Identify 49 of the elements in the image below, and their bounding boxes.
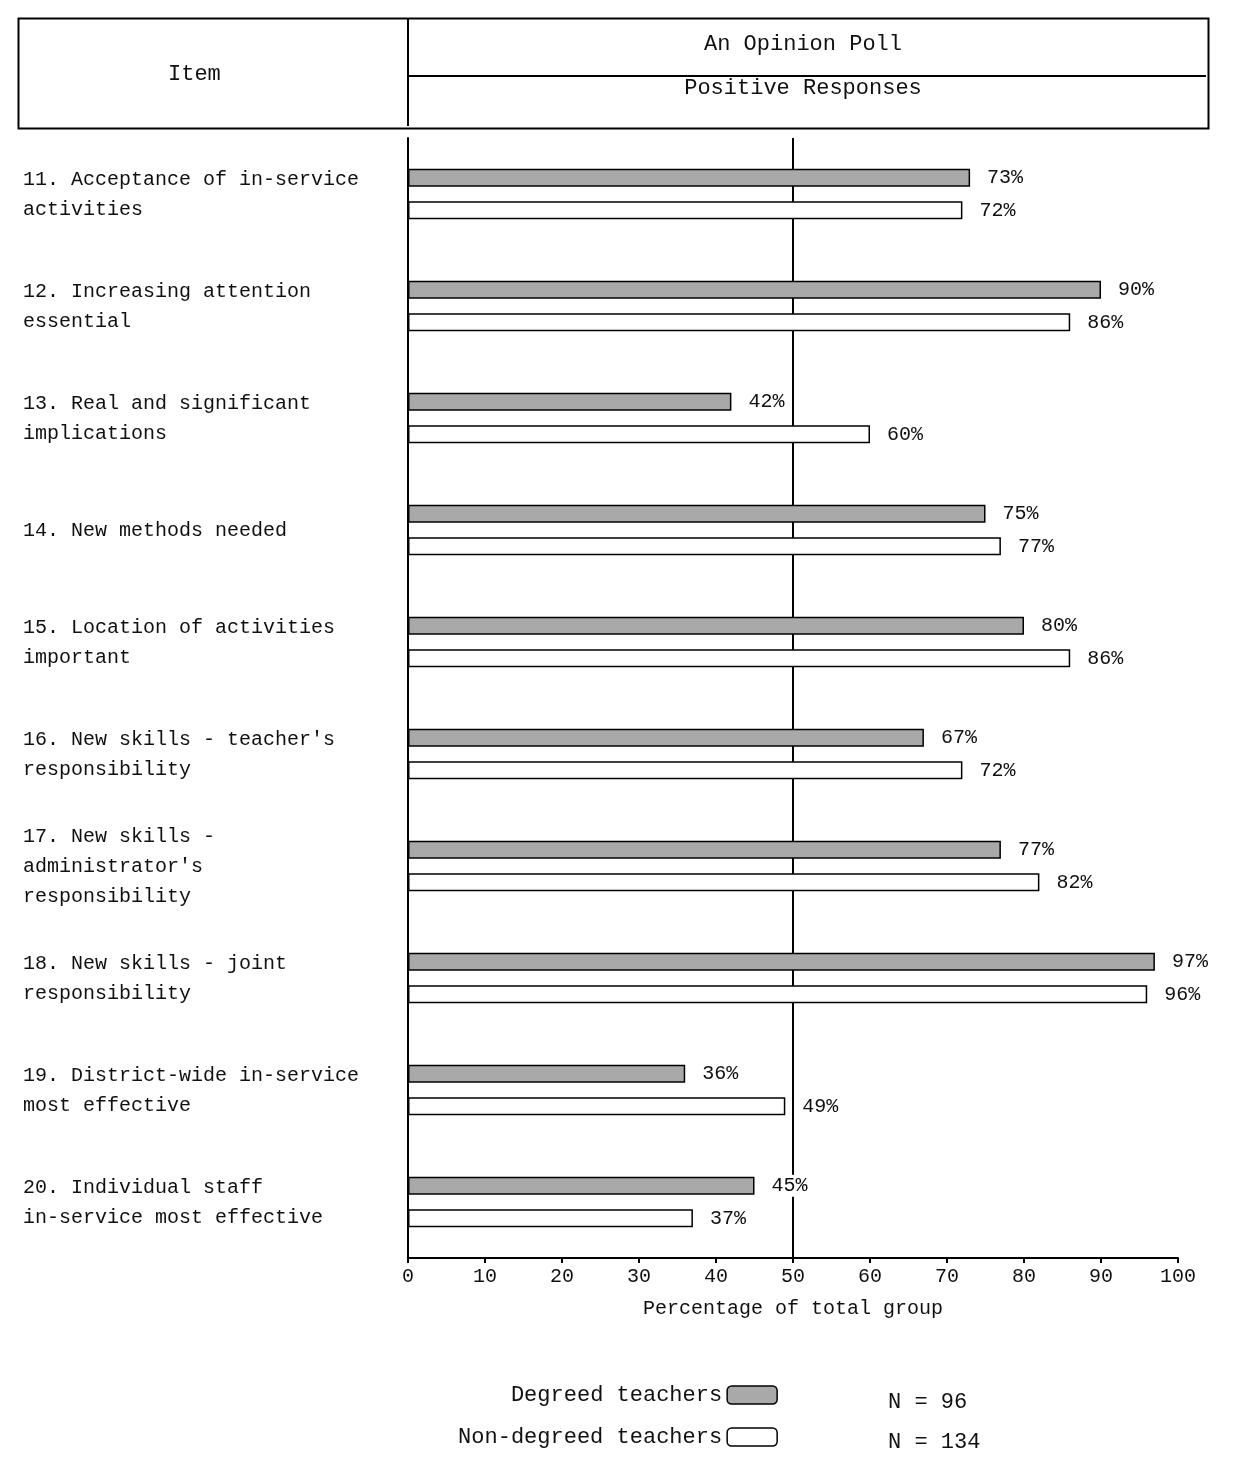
data-label: 45% bbox=[771, 1174, 809, 1198]
y-tick-label: 11. Acceptance of in-service activities bbox=[23, 167, 372, 221]
y-tick-label: 19. District-wide in-service most effective bbox=[23, 1063, 372, 1117]
data-label: 60% bbox=[887, 422, 924, 446]
data-label: 72% bbox=[979, 758, 1017, 782]
data-label: 36% bbox=[702, 1062, 740, 1086]
x-axis-title: Percentage of total group bbox=[642, 1296, 944, 1320]
chart-title: An Opinion Poll bbox=[703, 31, 903, 57]
y-axis-title: Item bbox=[168, 61, 221, 87]
legend-label: Non-degreed teachers bbox=[458, 1424, 723, 1450]
data-label: 73% bbox=[987, 166, 1025, 190]
data-label: 67% bbox=[940, 726, 978, 750]
data-label: 37% bbox=[709, 1206, 747, 1230]
data-label: 77% bbox=[1017, 534, 1055, 558]
data-label: 97% bbox=[1171, 950, 1209, 974]
data-label: 72% bbox=[979, 198, 1017, 222]
x-tick-label: 10 bbox=[472, 1264, 498, 1288]
x-tick-label: 20 bbox=[549, 1264, 575, 1288]
x-tick-label: 100 bbox=[1159, 1264, 1197, 1288]
y-tick-label: 16. New skills - teacher's responsibility bbox=[23, 727, 348, 781]
x-tick-label: 30 bbox=[626, 1264, 652, 1288]
y-tick-label: 12. Increasing attention essential bbox=[23, 279, 324, 333]
data-label: 90% bbox=[1118, 278, 1155, 302]
x-tick-label: 80 bbox=[1011, 1264, 1037, 1288]
y-tick-label: 14. New methods needed bbox=[23, 518, 288, 542]
y-tick-label: 20. Individual staff in-service most effective bbox=[23, 1175, 324, 1229]
chart-subtitle: Positive Responses bbox=[684, 75, 922, 101]
data-label: 96% bbox=[1164, 982, 1202, 1006]
x-tick-label: 70 bbox=[934, 1264, 960, 1288]
x-tick-label: 90 bbox=[1088, 1264, 1114, 1288]
data-label: 42% bbox=[748, 390, 786, 414]
data-label: 75% bbox=[1002, 502, 1040, 526]
data-label: 49% bbox=[802, 1094, 840, 1118]
y-tick-label: 17. New skills - administrator's responsibility bbox=[23, 824, 228, 908]
text: N = 134 bbox=[888, 1429, 981, 1455]
y-tick-label: 15. Location of activities important bbox=[23, 615, 348, 669]
x-tick-label: 40 bbox=[703, 1264, 729, 1288]
data-label: 80% bbox=[1041, 614, 1078, 638]
x-tick-label: 50 bbox=[780, 1264, 806, 1288]
text: N = 96 bbox=[888, 1389, 968, 1415]
data-label: 77% bbox=[1017, 838, 1055, 862]
legend-label: Degreed teachers bbox=[510, 1382, 723, 1408]
y-tick-label: 13. Real and significant implications bbox=[23, 391, 324, 445]
y-tick-label: 18. New skills - joint responsibility bbox=[23, 951, 300, 1005]
data-label: 82% bbox=[1056, 870, 1094, 894]
x-tick-label: 0 bbox=[401, 1264, 415, 1288]
data-label: 86% bbox=[1087, 646, 1125, 670]
data-label: 86% bbox=[1087, 310, 1125, 334]
x-tick-label: 60 bbox=[857, 1264, 883, 1288]
